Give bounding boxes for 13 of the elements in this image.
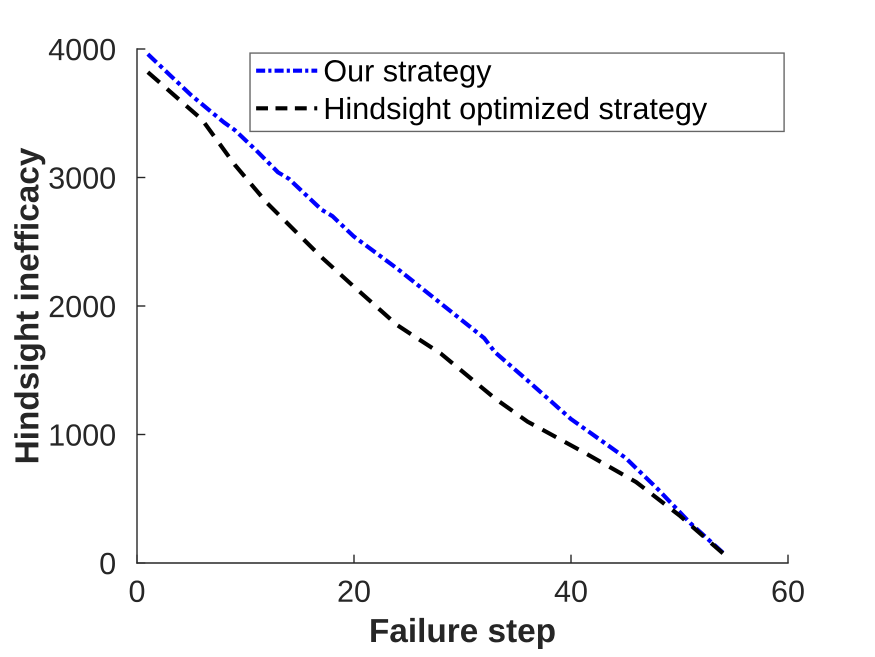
x-axis-title: Failure step	[371, 618, 555, 649]
x-tick-label: 0	[130, 580, 144, 602]
y-tick-label: 4000	[48, 38, 115, 60]
y-tick-label: 3000	[49, 167, 115, 189]
legend-label: Our strategy	[324, 60, 492, 88]
y-axis-title: Hindsight inefficacy	[14, 148, 46, 462]
x-tick-label: 60	[772, 580, 804, 602]
y-tick-label: 1000	[50, 424, 115, 446]
x-tick-label: 20	[338, 580, 370, 602]
y-tick-label: 2000	[50, 296, 115, 318]
x-tick-label: 40	[554, 580, 587, 602]
legend-label: Hindsight optimized strategy	[326, 96, 708, 126]
y-tick-label: 0	[100, 552, 115, 574]
